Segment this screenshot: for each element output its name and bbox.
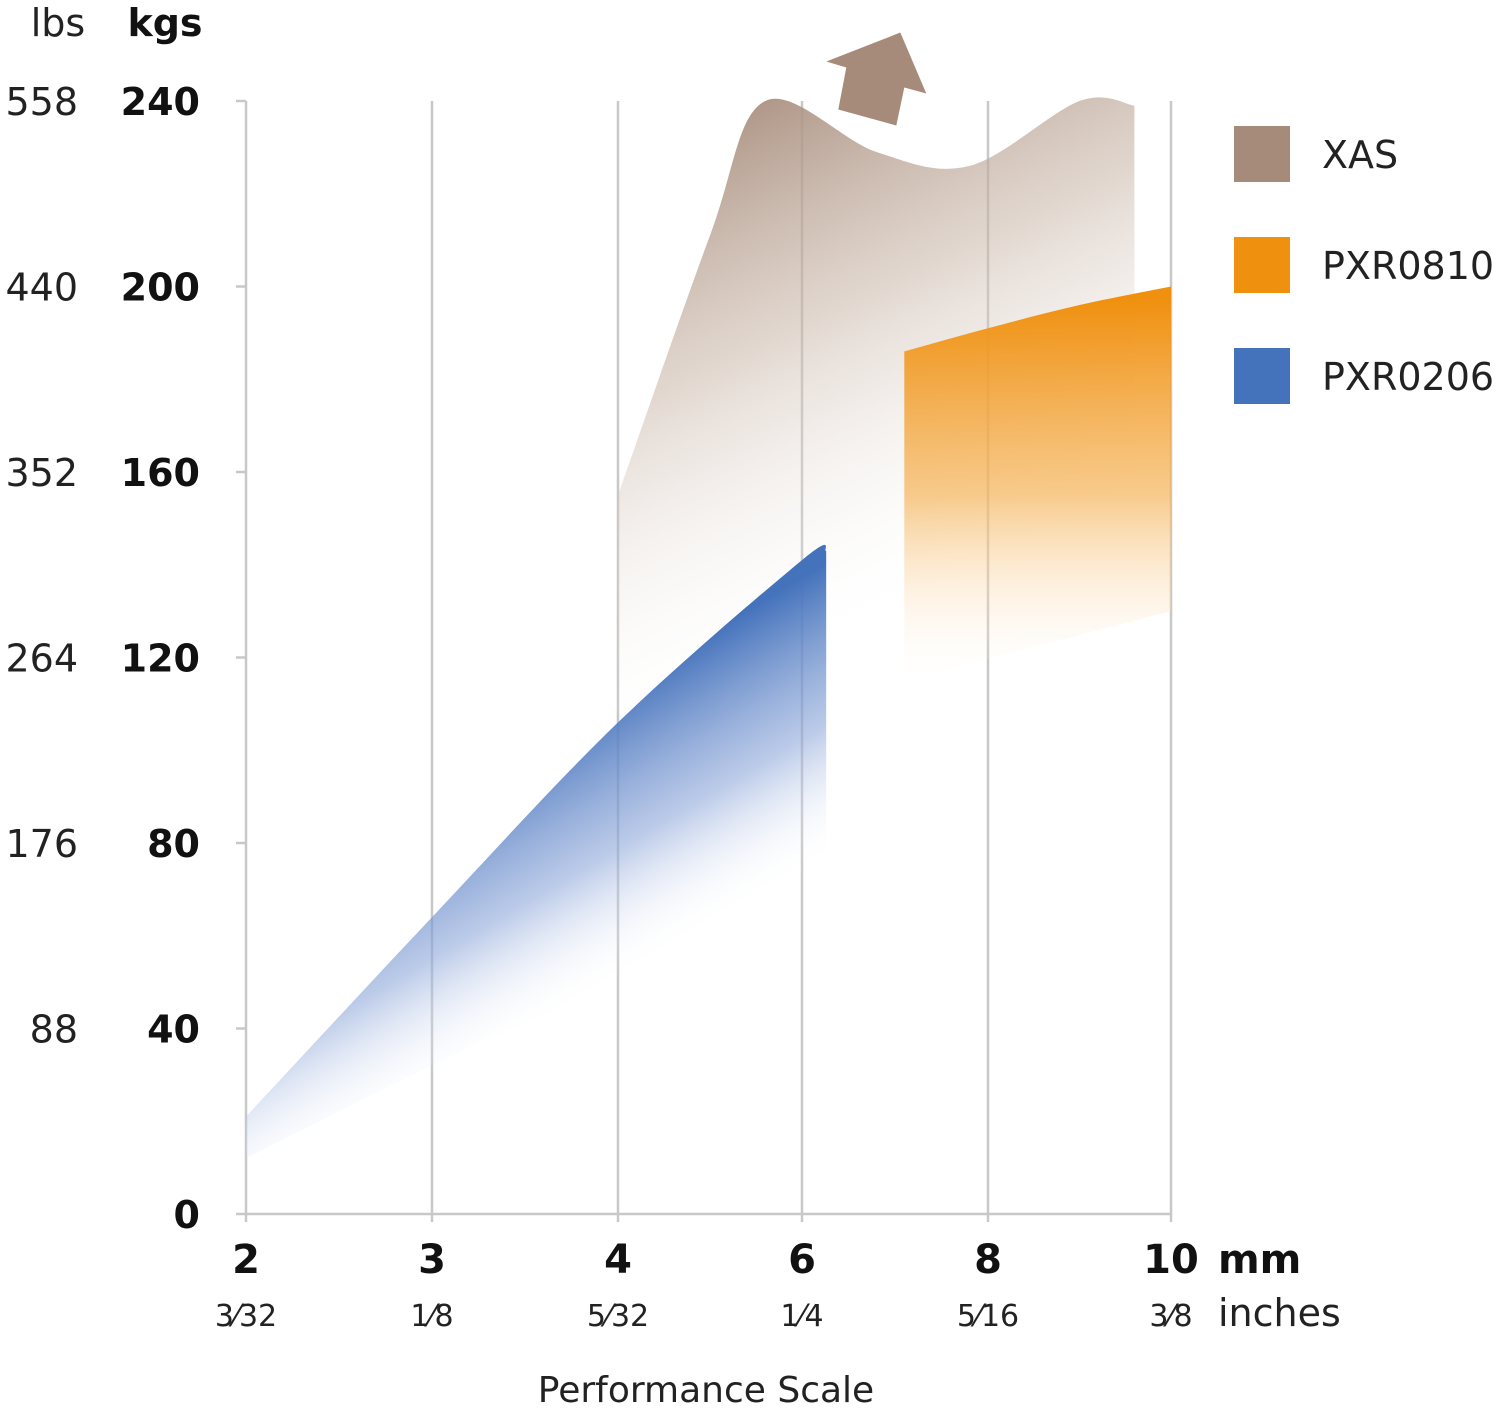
x-tick-label-inches: 3⁄32 <box>215 1299 277 1334</box>
xas-arrow-icon <box>826 32 927 126</box>
x-tick-label-inches: 3⁄8 <box>1149 1299 1192 1334</box>
legend: XAS PXR0810 PXR0206 <box>1234 126 1494 404</box>
legend-label-xas: XAS <box>1322 133 1398 177</box>
area-pxr0810 <box>904 286 1171 681</box>
kgs-tick-label: 120 <box>121 637 200 681</box>
kgs-tick-label: 80 <box>147 822 200 866</box>
lbs-tick-label: 264 <box>5 637 78 681</box>
legend-label-pxr0206: PXR0206 <box>1322 355 1494 399</box>
kgs-axis-header: kgs <box>127 1 202 45</box>
x-tick-label-mm: 2 <box>232 1237 260 1283</box>
x-unit-mm: mm <box>1218 1237 1301 1283</box>
x-tick-label-mm: 8 <box>974 1237 1002 1283</box>
axes: lbs kgs2402001601208040055844035226417688… <box>5 1 1340 1409</box>
kgs-tick-label: 240 <box>121 80 200 124</box>
x-tick-label-mm: 4 <box>604 1237 632 1283</box>
data-areas <box>246 32 1171 1159</box>
legend-swatch-pxr0206 <box>1234 348 1290 404</box>
lbs-tick-label: 440 <box>5 266 78 310</box>
x-tick-label-inches: 5⁄32 <box>587 1299 649 1334</box>
lbs-tick-label: 88 <box>30 1008 78 1052</box>
kgs-tick-label: 160 <box>121 451 200 495</box>
legend-swatch-xas <box>1234 126 1290 182</box>
x-tick-label-mm: 10 <box>1143 1237 1199 1283</box>
x-unit-inches: inches <box>1218 1291 1341 1335</box>
kgs-tick-label: 200 <box>121 266 200 310</box>
x-tick-label-mm: 3 <box>418 1237 446 1283</box>
x-tick-label-inches: 1⁄4 <box>780 1299 823 1334</box>
area-pxr0206 <box>246 544 827 1159</box>
x-tick-label-inches: 1⁄8 <box>410 1299 453 1334</box>
x-axis-title: Performance Scale <box>538 1370 874 1409</box>
lbs-axis-header: lbs <box>31 1 85 45</box>
legend-swatch-pxr0810 <box>1234 237 1290 293</box>
kgs-tick-label: 40 <box>147 1008 200 1052</box>
x-tick-label-mm: 6 <box>788 1237 816 1283</box>
legend-label-pxr0810: PXR0810 <box>1322 244 1494 288</box>
lbs-tick-label: 558 <box>5 80 78 124</box>
kgs-tick-label: 0 <box>174 1193 200 1237</box>
lbs-tick-label: 352 <box>5 451 78 495</box>
lbs-tick-label: 176 <box>5 822 78 866</box>
x-tick-label-inches: 5⁄16 <box>957 1299 1019 1334</box>
